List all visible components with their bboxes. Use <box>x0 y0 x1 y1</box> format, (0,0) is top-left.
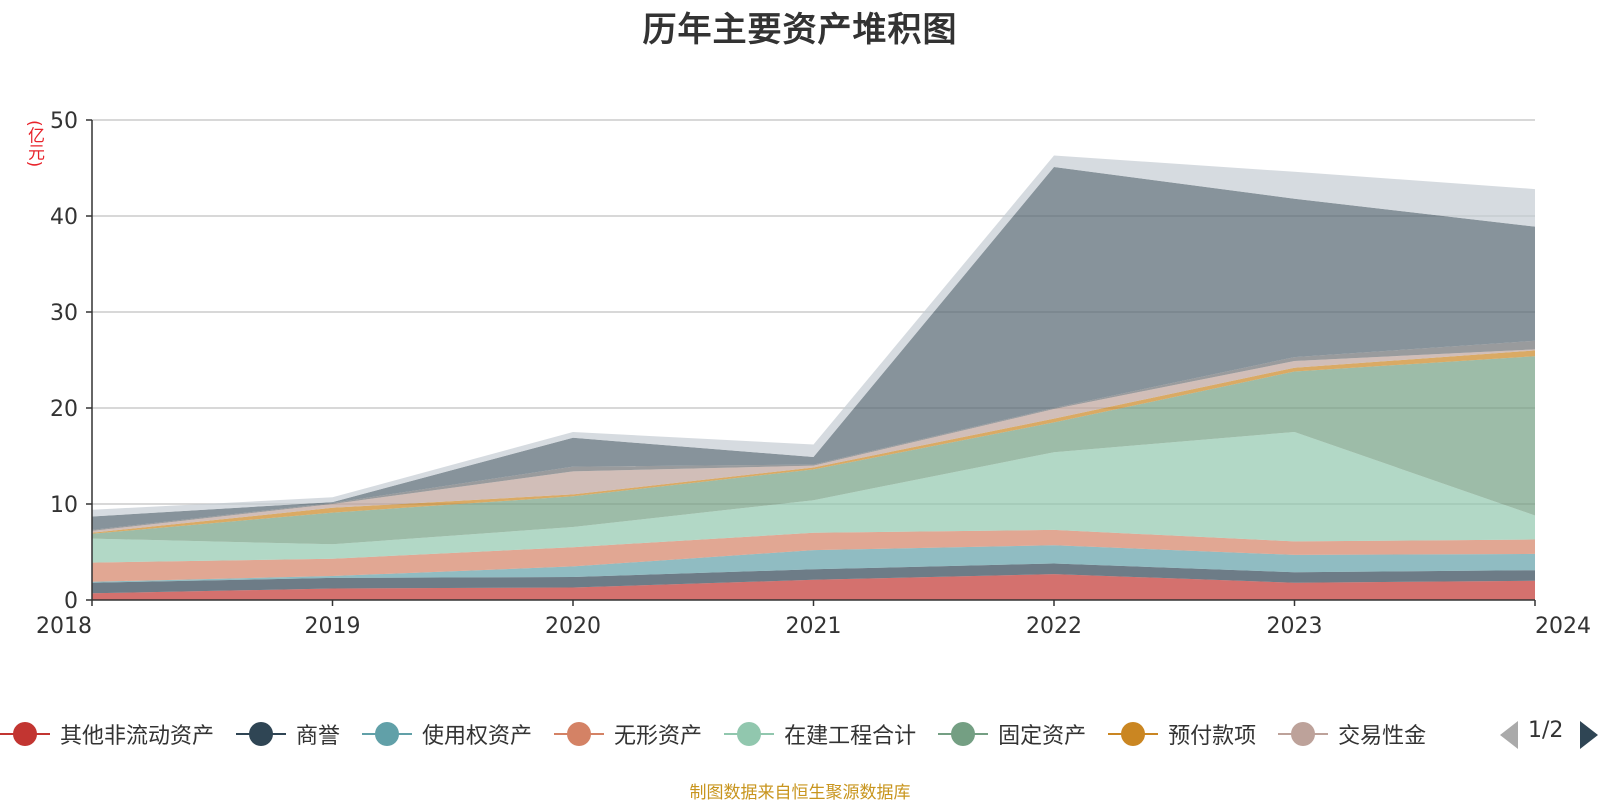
area-series-4[interactable] <box>92 432 1535 563</box>
legend-next-page-icon[interactable] <box>1580 721 1598 749</box>
legend-label: 其他非流动资产 <box>60 724 215 749</box>
y-tick-label-0: 0 <box>64 589 78 614</box>
area-series-9[interactable] <box>92 167 1535 530</box>
area-series-6[interactable] <box>92 350 1535 534</box>
area-series-10[interactable] <box>92 155 1535 517</box>
y-axis-unit-label: (亿元) <box>24 120 44 168</box>
x-tick-label-1: 2019 <box>305 614 361 639</box>
legend: 其他非流动资产 商誉 使用权资产 无形资产 在建工程合计 固定资产 预付款项 交易性金 <box>0 712 1500 756</box>
legend-pager: 1/2 <box>1500 712 1600 756</box>
legend-item-4[interactable]: 在建工程合计 <box>724 712 916 756</box>
legend-prev-page-icon[interactable] <box>1500 721 1518 749</box>
y-tick-label-4: 40 <box>50 205 78 230</box>
area-series-0[interactable] <box>92 574 1535 600</box>
legend-label: 商誉 <box>296 724 341 749</box>
y-tick-label-3: 30 <box>50 301 78 326</box>
legend-marker-icon <box>362 722 413 746</box>
y-tick-label-2: 20 <box>50 397 78 422</box>
legend-marker-icon <box>554 722 605 746</box>
legend-label: 无形资产 <box>614 724 703 749</box>
x-tick-label-2: 2020 <box>545 614 601 639</box>
y-tick-label-1: 10 <box>50 493 78 518</box>
legend-label: 交易性金 <box>1338 724 1427 749</box>
legend-marker-icon <box>938 722 989 746</box>
legend-item-6[interactable]: 预付款项 <box>1108 712 1256 756</box>
legend-marker-icon <box>1278 722 1329 746</box>
x-tick-label-5: 2023 <box>1267 614 1323 639</box>
legend-label: 固定资产 <box>998 724 1087 749</box>
legend-label: 使用权资产 <box>422 724 533 749</box>
legend-item-7[interactable]: 交易性金 <box>1278 712 1426 756</box>
area-series-3[interactable] <box>92 529 1535 582</box>
legend-page-indicator: 1/2 <box>1528 718 1564 743</box>
legend-item-1[interactable]: 商誉 <box>236 712 340 756</box>
legend-item-2[interactable]: 使用权资产 <box>362 712 532 756</box>
x-tick-label-3: 2021 <box>786 614 842 639</box>
y-tick-label-5: 50 <box>50 109 78 134</box>
data-source-note: 制图数据来自恒生聚源数据库 <box>689 783 911 803</box>
x-tick-label-6: 2024 <box>1535 614 1591 639</box>
chart-title: 历年主要资产堆积图 <box>642 10 958 50</box>
area-series-2[interactable] <box>92 545 1535 583</box>
legend-marker-icon <box>236 722 287 746</box>
area-series <box>92 155 1535 600</box>
legend-label: 在建工程合计 <box>784 724 917 749</box>
legend-item-0[interactable]: 其他非流动资产 <box>0 712 214 756</box>
x-tick-label-4: 2022 <box>1026 614 1082 639</box>
legend-label: 预付款项 <box>1168 724 1257 749</box>
legend-item-3[interactable]: 无形资产 <box>554 712 702 756</box>
stacked-area-chart: 0 10 20 30 40 50 2018 2019 2020 2021 2022 2023 2024 <box>36 109 1591 639</box>
x-tick-label-0: 2018 <box>36 614 92 639</box>
area-series-5[interactable] <box>92 356 1535 545</box>
legend-item-5[interactable]: 固定资产 <box>938 712 1086 756</box>
legend-marker-icon <box>1108 722 1159 746</box>
area-series-1[interactable] <box>92 563 1535 594</box>
legend-marker-icon <box>724 722 775 746</box>
legend-marker-icon <box>0 722 50 746</box>
axes: 0 10 20 30 40 50 2018 2019 2020 2021 2022 2023 2024 <box>36 109 1591 639</box>
